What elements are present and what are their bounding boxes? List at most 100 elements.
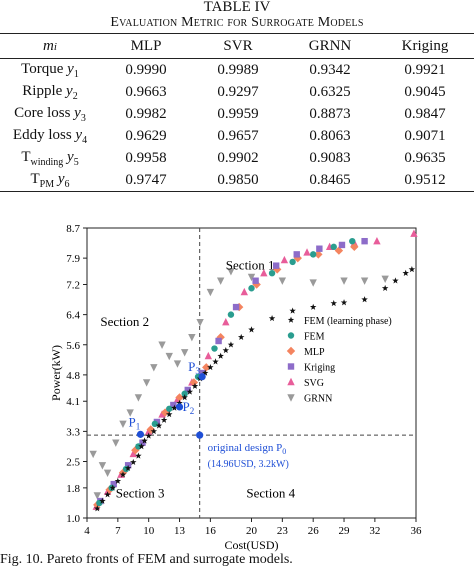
data-point <box>119 471 127 478</box>
data-point <box>303 248 311 256</box>
figure-caption: Fig. 10. Pareto fronts of FEM and surrog… <box>0 552 293 567</box>
data-point <box>202 369 209 376</box>
cell-value: 0.9629 <box>125 127 167 144</box>
x-tick-label: 32 <box>369 525 380 537</box>
p0-coords-label: (14.96USD, 3.2kW) <box>208 459 289 470</box>
data-point <box>289 307 296 314</box>
data-point <box>145 432 152 439</box>
var-subscript: 6 <box>64 178 70 190</box>
data-point <box>248 285 255 292</box>
x-tick-label: 23 <box>277 525 289 537</box>
data-point <box>227 268 235 276</box>
legend-label: MLP <box>304 347 325 358</box>
data-point <box>130 458 137 466</box>
cell-value: 0.6325 <box>309 83 351 100</box>
data-point <box>334 246 344 255</box>
p2-label-letter: P <box>183 399 190 414</box>
data-point <box>240 287 249 296</box>
cell-value: 0.9635 <box>404 149 446 166</box>
var-name: y <box>75 126 83 143</box>
data-point <box>309 251 317 258</box>
y-tick-label: 4.8 <box>66 370 80 382</box>
cell-value: 0.9982 <box>125 105 167 122</box>
data-point <box>330 299 337 307</box>
data-point <box>392 277 399 284</box>
data-point <box>134 394 143 402</box>
data-point <box>280 255 289 264</box>
data-point <box>309 303 317 310</box>
data-point <box>222 347 230 354</box>
data-point <box>227 311 235 318</box>
p1-label-subscript: 1 <box>136 421 141 431</box>
x-tick-label: 13 <box>174 525 186 537</box>
data-point <box>260 268 268 277</box>
data-point <box>198 369 206 377</box>
data-point <box>338 241 346 249</box>
header-mi: mi <box>43 37 57 54</box>
cell-value: 0.9657 <box>217 127 259 144</box>
header-mlp: MLP <box>130 37 162 54</box>
data-point <box>381 284 389 292</box>
data-point <box>237 333 245 340</box>
x-tick-label: 7 <box>115 525 121 537</box>
cell-value: 0.9958 <box>125 149 167 166</box>
data-point <box>316 245 323 252</box>
p1-marker <box>136 430 145 438</box>
legend-marker <box>287 332 295 339</box>
data-point <box>158 410 166 418</box>
table-row: Torque y1 0.9990 0.9989 0.9342 0.9921 <box>0 59 474 82</box>
cell-value: 0.9071 <box>404 127 446 144</box>
section-1-label: Section 1 <box>226 257 275 272</box>
var-name: y <box>67 60 74 77</box>
section-3-label: Section 3 <box>116 485 165 500</box>
y-tick-label: 6.4 <box>66 310 80 322</box>
var-subscript: 4 <box>82 134 88 146</box>
row-label: Twinding y5 <box>0 147 100 169</box>
x-tick-label: 16 <box>205 525 217 537</box>
cell-value: 0.8873 <box>309 105 351 122</box>
x-tick-label: 10 <box>143 525 155 537</box>
var-name: y <box>67 148 74 165</box>
cell-value: 0.9297 <box>217 83 259 100</box>
table-row: TPM y6 0.9747 0.9850 0.8465 0.9512 <box>0 169 474 192</box>
data-point <box>89 450 97 459</box>
header-svr: SVR <box>223 37 253 54</box>
p1-label: P1 <box>128 414 140 431</box>
data-point <box>373 236 381 245</box>
data-point <box>138 443 145 450</box>
table-title: TABLE IV <box>203 0 271 15</box>
data-point <box>408 266 416 273</box>
data-point <box>278 277 287 285</box>
cell-value: 0.9342 <box>309 61 351 78</box>
data-point <box>139 439 146 446</box>
data-point <box>103 469 112 478</box>
cell-value: 0.9959 <box>217 105 259 122</box>
p0-marker <box>196 431 204 439</box>
var-name: y <box>57 170 65 187</box>
cell-value: 0.8465 <box>309 171 351 188</box>
table-header-row: mi MLP SVR GRNN Kriging <box>0 33 474 59</box>
metric-subscript: PM <box>39 178 55 190</box>
data-point <box>330 243 337 251</box>
x-tick-label: 4 <box>84 525 90 537</box>
metric-name: T <box>30 170 40 187</box>
cell-value: 0.9921 <box>404 61 446 78</box>
data-point <box>176 399 183 406</box>
legend-label: GRNN <box>304 394 332 405</box>
p0-label: original design P0 <box>208 442 287 456</box>
data-point <box>188 334 196 342</box>
data-point <box>349 237 356 245</box>
cell-value: 0.9512 <box>404 171 446 188</box>
table-caption: Evaluation Metric for Surrogate Models <box>110 15 364 30</box>
p3-label-letter: P <box>188 359 195 374</box>
p0-label-subscript: 0 <box>282 447 286 456</box>
y-tick-label: 3.3 <box>66 426 80 438</box>
data-point <box>109 484 116 491</box>
legend-marker <box>287 363 295 370</box>
data-point <box>126 409 134 417</box>
data-point <box>227 341 235 348</box>
data-point <box>141 437 148 444</box>
data-point <box>173 360 182 368</box>
data-point <box>268 269 276 277</box>
data-point <box>170 401 177 409</box>
